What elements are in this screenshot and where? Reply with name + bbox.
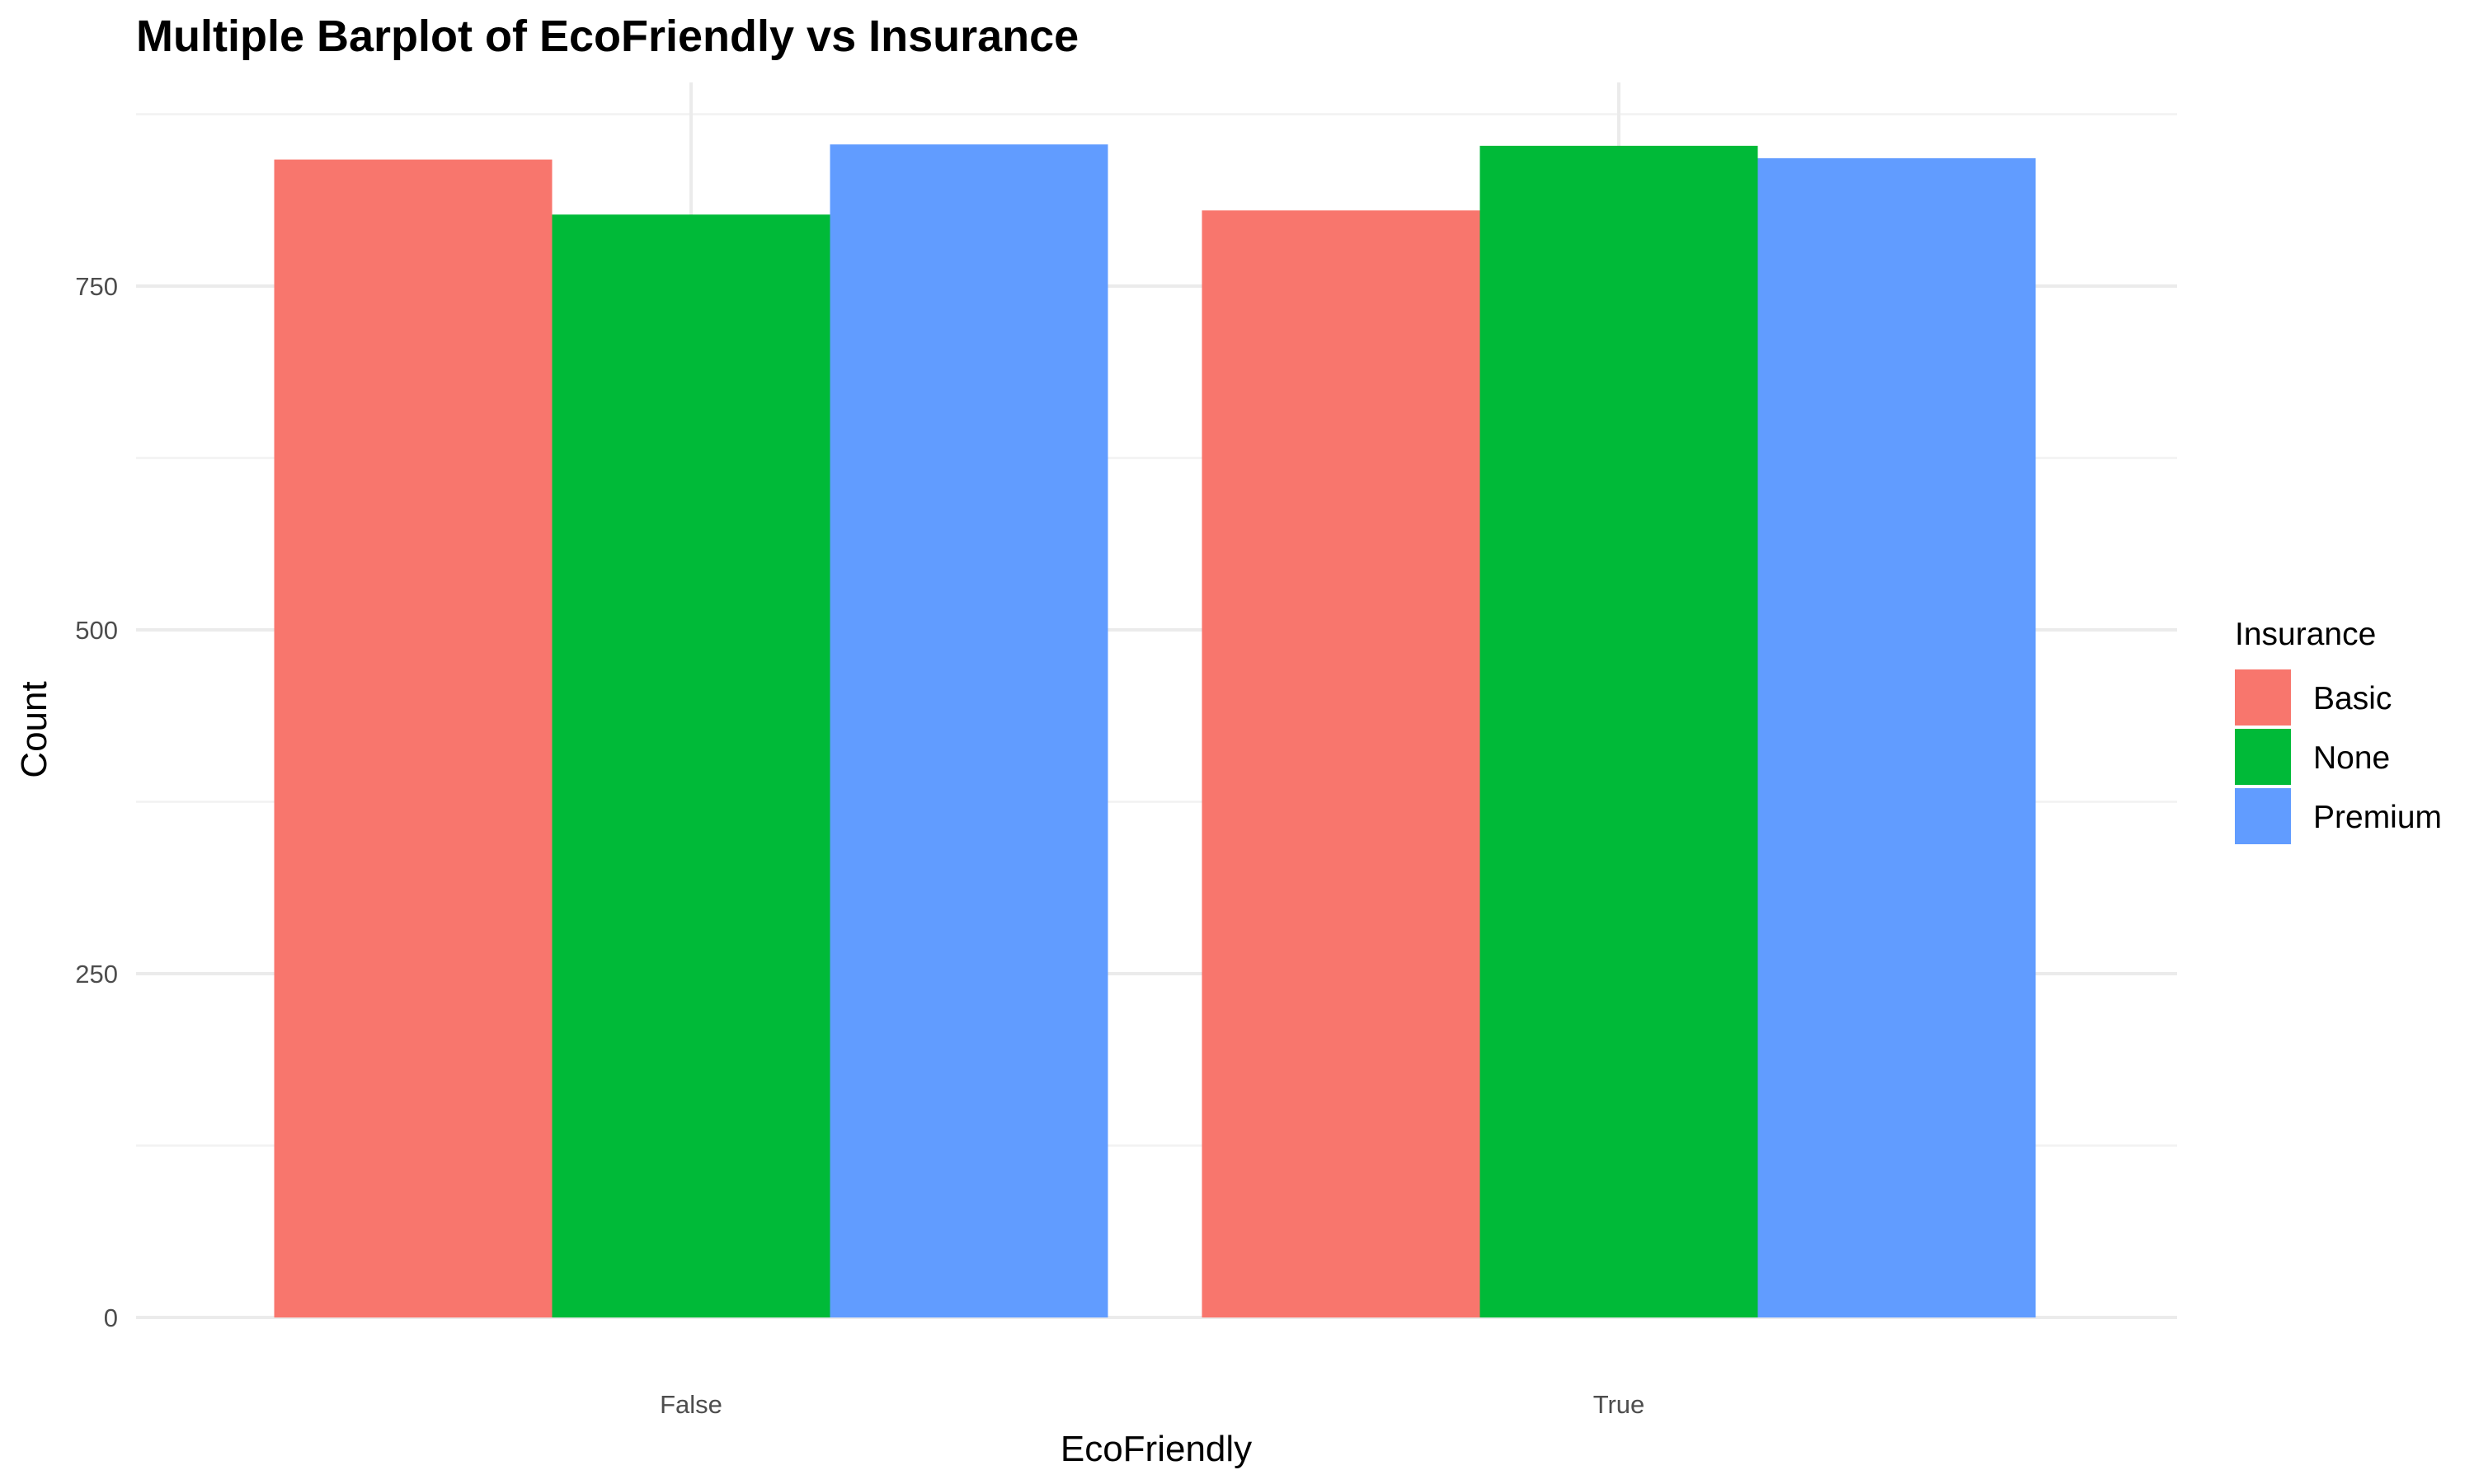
legend-label-none: None — [2313, 740, 2390, 776]
legend-key-none — [2235, 729, 2291, 785]
legend-label-premium: Premium — [2313, 800, 2442, 835]
bars — [274, 144, 2036, 1318]
y-tick-label: 0 — [104, 1303, 118, 1332]
legend-title: Insurance — [2235, 617, 2376, 652]
chart-title: Multiple Barplot of EcoFriendly vs Insur… — [136, 12, 1079, 61]
legend-key-premium — [2235, 788, 2291, 844]
x-tick-label: True — [1593, 1390, 1645, 1419]
x-tick-label: False — [660, 1390, 722, 1419]
x-axis: False True — [660, 1390, 1644, 1419]
bar-none-true — [1479, 145, 1758, 1317]
legend-label-basic: Basic — [2313, 681, 2392, 716]
y-tick-label: 250 — [75, 960, 118, 989]
x-axis-title: EcoFriendly — [1061, 1429, 1252, 1469]
bar-premium-true — [1757, 157, 2036, 1318]
y-tick-label: 750 — [75, 272, 118, 301]
legend: Insurance Basic None Premium — [2235, 617, 2442, 844]
y-axis: 0 250 500 750 — [75, 272, 118, 1332]
bar-basic-true — [1202, 210, 1480, 1317]
legend-key-basic — [2235, 669, 2291, 726]
bar-none-false — [552, 214, 830, 1317]
bar-basic-false — [274, 159, 553, 1318]
y-tick-label: 500 — [75, 616, 118, 645]
bar-premium-false — [830, 144, 1108, 1317]
y-axis-title: Count — [14, 681, 54, 777]
